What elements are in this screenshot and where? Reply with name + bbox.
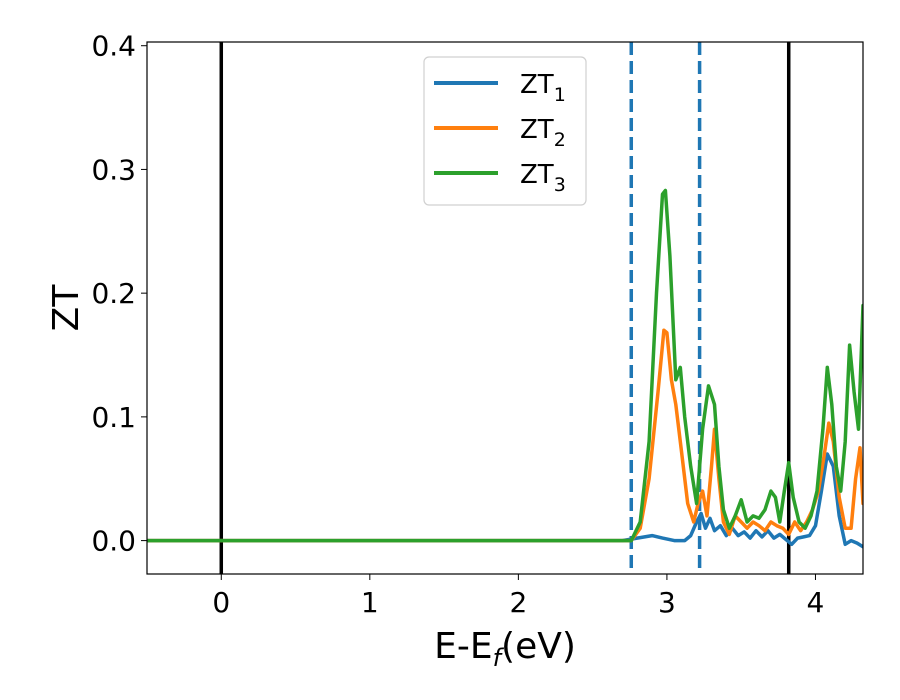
x-tick-label: 1 <box>361 586 379 619</box>
y-tick-label: 0.3 <box>91 153 136 186</box>
y-tick-label: 0.2 <box>91 277 136 310</box>
x-tick-label: 0 <box>212 586 230 619</box>
legend-label-zt2: ZT2 <box>520 115 566 151</box>
x-tick-label: 2 <box>509 586 527 619</box>
y-axis-label: ZT <box>46 284 87 332</box>
series-line-zt2 <box>147 328 863 543</box>
x-axis-label-unit: (eV) <box>501 626 576 667</box>
plot-frame <box>146 41 864 575</box>
x-axis-label: E-Ef(eV) <box>434 626 576 672</box>
legend-label-zt3: ZT3 <box>520 160 566 196</box>
y-axis: 0.0 0.1 0.2 0.3 0.4 <box>91 30 147 558</box>
legend-label-zt1: ZT1 <box>520 70 566 106</box>
x-tick-label: 4 <box>807 586 825 619</box>
legend-box <box>423 56 587 206</box>
y-tick-label: 0.1 <box>91 401 136 434</box>
x-tick-label: 3 <box>658 586 676 619</box>
series-lines <box>147 188 863 549</box>
x-axis: 0 1 2 3 4 <box>212 574 824 619</box>
y-tick-label: 0.0 <box>91 525 136 558</box>
legend: ZT1 ZT2 ZT3 <box>423 56 587 206</box>
series-line-zt3 <box>147 188 863 543</box>
x-axis-label-main: E-E <box>434 626 492 667</box>
series-line-zt1 <box>147 452 863 549</box>
y-tick-label: 0.4 <box>91 30 136 63</box>
